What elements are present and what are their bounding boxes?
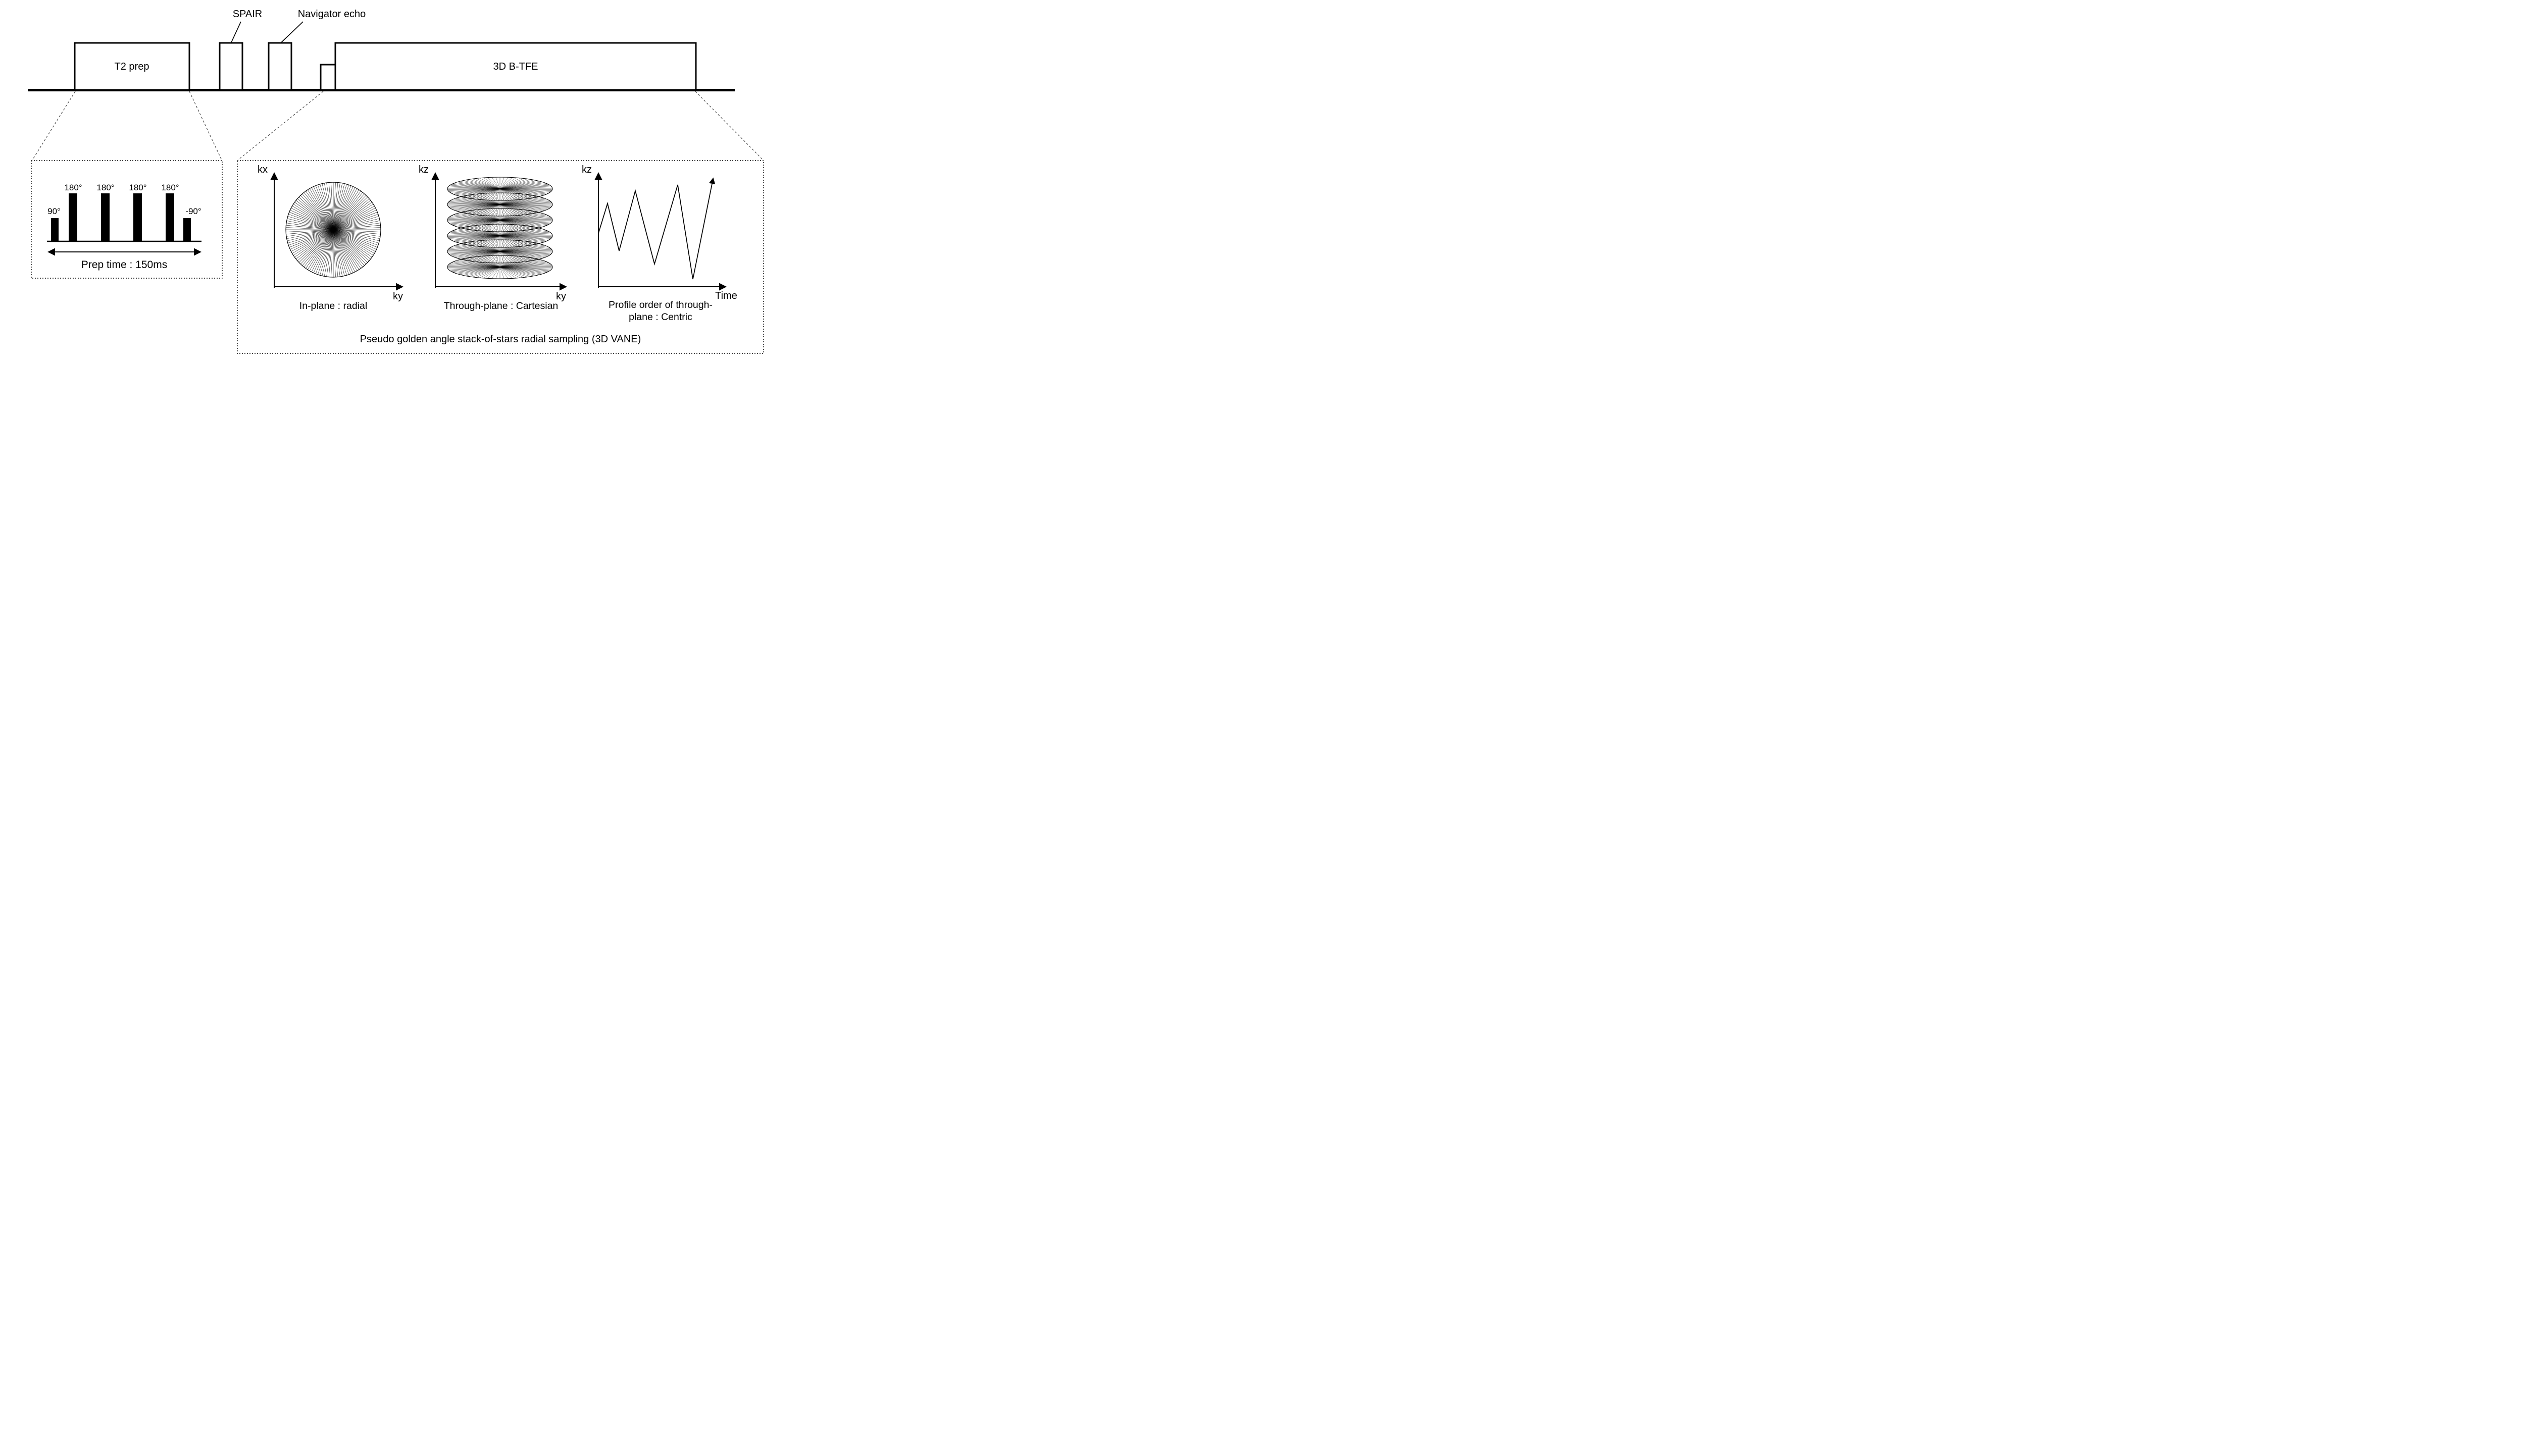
rf-pulse-90 (51, 218, 59, 241)
through-plane-x-axis-label: ky (556, 291, 566, 302)
t2-prep-detail-panel: 90° 180° 180° 180° 180° -90° Prep time :… (31, 160, 223, 279)
zoom-connector-right-b (695, 91, 764, 161)
spair-block (219, 42, 243, 91)
pulse-label-180-4: 180° (161, 183, 179, 192)
vane-detail-panel: kx ky In-plane : radial kz ky Through-pl… (237, 160, 764, 354)
navigator-block (268, 42, 292, 91)
zoom-connector-left-a (32, 91, 76, 161)
pulse-label-90: 90° (47, 206, 61, 216)
stack-of-stars-ellipses (447, 177, 553, 279)
btfe-step-block (320, 64, 336, 91)
t2-prep-detail-border (31, 160, 223, 279)
btfe-block (334, 42, 697, 91)
diagram-svg: T2 prep SPAIR Navigator echo 3D B-TFE 90… (28, 9, 764, 354)
pulse-label-180-1: 180° (64, 183, 82, 192)
through-plane-y-axis-label: kz (419, 164, 429, 175)
vane-caption: Pseudo golden angle stack-of-stars radia… (360, 334, 641, 345)
rf-pulse-180-2 (101, 193, 110, 241)
prep-time-label: Prep time : 150ms (81, 259, 167, 271)
in-plane-x-axis-label: ky (393, 291, 403, 302)
centric-order-zigzag (598, 177, 716, 280)
pulse-label-180-3: 180° (129, 183, 146, 192)
t2-prep-label: T2 prep (115, 61, 149, 72)
profile-order-x-axis-label: Time (715, 290, 737, 301)
profile-order-y-axis-label: kz (582, 164, 592, 175)
in-plane-y-axis-label: kx (258, 164, 268, 175)
rf-pulse-minus90 (183, 218, 191, 241)
mri-pulse-sequence-diagram: T2 prep SPAIR Navigator echo 3D B-TFE 90… (0, 0, 788, 376)
zoom-connectors (32, 91, 764, 161)
rf-pulse-180-3 (133, 193, 142, 241)
rf-pulse-180-1 (69, 193, 77, 241)
spair-pointer-line (231, 21, 241, 43)
through-plane-cartesian-diagram: kz ky Through-plane : Cartesian (419, 164, 567, 311)
through-plane-caption: Through-plane : Cartesian (444, 300, 559, 311)
navigator-pointer-line (281, 21, 304, 43)
t2-prep-block (74, 42, 190, 91)
pulse-label-180-2: 180° (96, 183, 114, 192)
navigator-label: Navigator echo (298, 9, 366, 20)
profile-order-caption-line2: plane : Centric (629, 311, 692, 323)
zoom-connector-left-b (189, 91, 222, 161)
spair-label: SPAIR (233, 9, 263, 20)
in-plane-radial-diagram: kx ky In-plane : radial (258, 164, 403, 311)
profile-order-diagram: kz Time Profile order of through- plane … (582, 164, 737, 323)
vane-detail-border (237, 160, 764, 354)
in-plane-caption: In-plane : radial (299, 300, 367, 311)
sequence-timeline: T2 prep SPAIR Navigator echo 3D B-TFE (28, 9, 735, 91)
zoom-connector-right-a (237, 91, 324, 161)
rf-pulse-180-4 (166, 193, 174, 241)
btfe-label: 3D B-TFE (493, 61, 538, 72)
profile-order-caption-line1: Profile order of through- (609, 299, 713, 310)
radial-spokes (286, 182, 381, 277)
pulse-label-minus90: -90° (185, 206, 201, 216)
